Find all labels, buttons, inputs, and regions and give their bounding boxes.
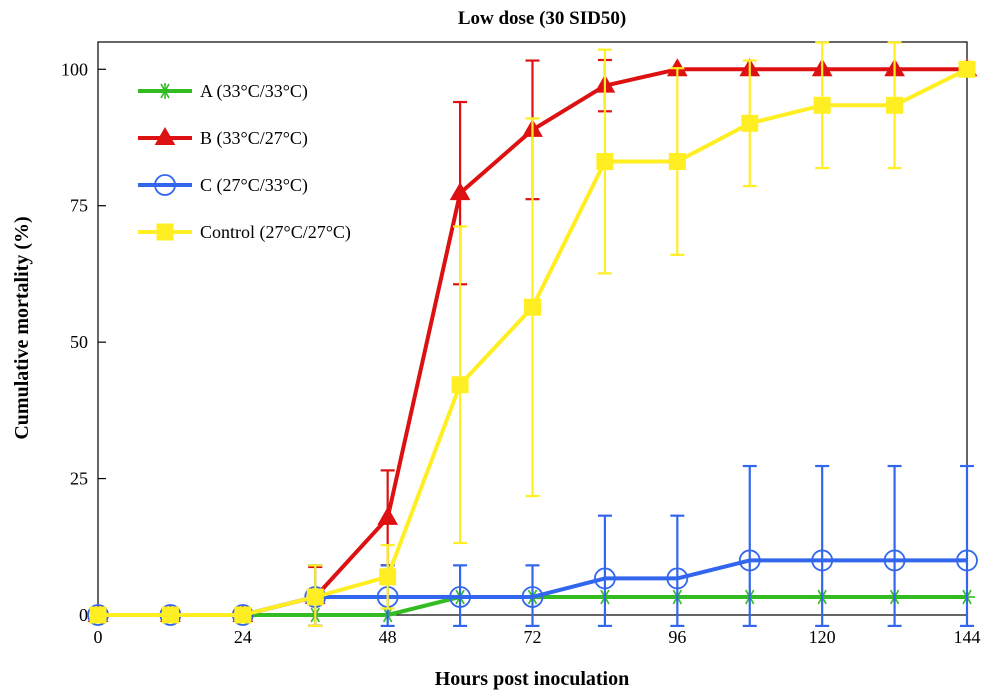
legend-label: B (33°C/27°C) — [200, 128, 308, 149]
data-point — [741, 114, 759, 132]
x-tick-label: 24 — [234, 627, 252, 647]
legend-marker — [154, 174, 176, 196]
x-tick-label: 48 — [379, 627, 397, 647]
y-tick-label: 0 — [79, 605, 88, 625]
series-layer — [87, 41, 978, 628]
data-point — [811, 549, 834, 572]
data-point — [594, 567, 616, 590]
data-point — [886, 96, 904, 114]
legend-entry: A (33°C/33°C) — [138, 81, 308, 102]
chart-title: Low dose (30 SID50) — [458, 8, 626, 29]
legend-marker — [156, 223, 174, 241]
data-point — [161, 606, 179, 624]
y-tick-label: 25 — [70, 469, 88, 489]
series-4 — [89, 41, 976, 628]
legend-entry: B (33°C/27°C) — [138, 126, 308, 149]
x-tick-label: 144 — [954, 627, 981, 647]
data-point — [524, 298, 541, 316]
y-tick-label: 50 — [70, 332, 88, 352]
data-point — [451, 376, 469, 394]
data-point — [956, 549, 978, 572]
y-axis: 0 25 50 75 100 — [61, 59, 106, 625]
x-axis: 0 24 48 72 96 120 144 — [94, 607, 981, 647]
legend-marker — [154, 126, 176, 145]
x-tick-label: 72 — [524, 627, 542, 647]
data-point — [521, 586, 544, 608]
data-point — [449, 586, 471, 608]
legend-label: A (33°C/33°C) — [200, 81, 308, 102]
legend-label: C (27°C/33°C) — [200, 175, 308, 196]
data-point — [449, 182, 471, 201]
data-point — [738, 549, 761, 572]
y-tick-label: 100 — [61, 59, 88, 79]
data-point — [379, 568, 397, 586]
data-point — [666, 567, 689, 590]
data-point — [596, 153, 614, 171]
data-point — [89, 606, 107, 624]
x-axis-title: Hours post inoculation — [435, 668, 629, 690]
data-point — [234, 606, 252, 624]
y-tick-label: 75 — [70, 196, 88, 216]
x-tick-label: 0 — [94, 627, 103, 647]
legend-entry: Control (27°C/27°C) — [138, 222, 351, 243]
data-point — [958, 60, 976, 78]
y-axis-title: Cumulative mortality (%) — [11, 216, 33, 439]
data-point — [306, 588, 324, 606]
legend-marker — [157, 83, 173, 99]
data-point — [668, 153, 686, 171]
legend-label: Control (27°C/27°C) — [200, 222, 351, 243]
data-point — [377, 506, 399, 525]
data-point — [813, 96, 831, 114]
x-tick-label: 96 — [668, 627, 686, 647]
x-tick-label: 120 — [809, 627, 836, 647]
data-point — [883, 549, 906, 572]
legend-entry: C (27°C/33°C) — [138, 174, 308, 196]
legend: A (33°C/33°C) B (33°C/27°C) C (27°C/33°C) C… — [138, 81, 351, 243]
